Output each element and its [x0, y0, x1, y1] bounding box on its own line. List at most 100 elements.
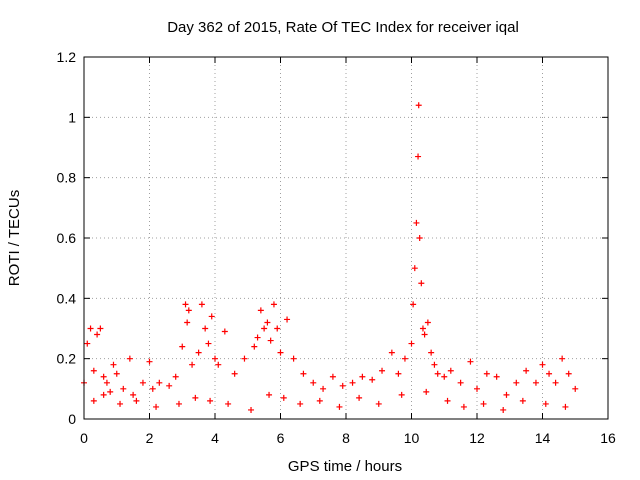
data-point	[113, 370, 120, 377]
data-point	[117, 400, 124, 407]
data-point	[411, 265, 418, 272]
data-point	[261, 325, 268, 332]
y-tick-label: 0.6	[57, 230, 77, 246]
data-point	[467, 358, 474, 365]
data-point	[375, 400, 382, 407]
data-point	[431, 361, 438, 368]
data-point	[423, 388, 430, 395]
data-point	[413, 219, 420, 226]
data-point	[103, 379, 110, 386]
data-point	[195, 349, 202, 356]
data-point	[192, 394, 199, 401]
x-tick-label: 6	[277, 430, 285, 446]
data-point	[559, 355, 566, 362]
data-point	[110, 361, 117, 368]
data-point	[270, 301, 277, 308]
data-point	[221, 328, 228, 335]
data-point	[241, 355, 248, 362]
data-point	[130, 391, 137, 398]
data-point	[254, 334, 261, 341]
x-tick-labels: 0 2 4 6 8 10 12 14 16	[80, 430, 616, 446]
data-point	[248, 406, 255, 413]
x-tick-label: 16	[600, 430, 616, 446]
data-point	[379, 367, 386, 374]
data-point	[336, 403, 343, 410]
data-point	[395, 370, 402, 377]
data-point	[428, 349, 435, 356]
data-point	[447, 367, 454, 374]
data-point	[552, 379, 559, 386]
data-point	[290, 355, 297, 362]
data-point	[416, 235, 423, 241]
data-point	[94, 331, 101, 338]
data-point	[419, 325, 426, 332]
data-point	[280, 394, 287, 401]
data-point	[156, 379, 163, 386]
data-point	[310, 379, 317, 386]
data-point	[523, 367, 530, 374]
data-point	[519, 397, 526, 404]
data-point	[120, 385, 127, 392]
x-tick-label: 14	[535, 430, 551, 446]
data-point	[500, 406, 507, 413]
data-point	[539, 361, 546, 368]
data-point	[493, 373, 500, 380]
data-point	[410, 301, 417, 308]
data-point	[418, 280, 425, 287]
data-point	[175, 400, 182, 407]
data-point	[231, 370, 238, 377]
data-point	[300, 370, 307, 377]
data-point	[421, 331, 428, 338]
data-point	[184, 319, 191, 326]
data-point	[146, 358, 153, 365]
chart-title: Day 362 of 2015, Rate Of TEC Index for r…	[167, 19, 519, 36]
data-point	[316, 397, 323, 404]
data-point	[182, 301, 189, 308]
data-point	[532, 379, 539, 386]
data-point	[369, 376, 376, 383]
axis-ticks	[83, 56, 609, 420]
y-tick-label: 0	[68, 411, 76, 427]
data-point	[415, 153, 422, 160]
x-tick-label: 12	[469, 430, 485, 446]
data-point	[297, 400, 304, 407]
data-point	[503, 391, 510, 398]
data-point	[398, 391, 405, 398]
data-point	[267, 337, 274, 344]
y-tick-label: 0.2	[57, 351, 77, 367]
data-point	[284, 316, 291, 323]
x-tick-label: 10	[404, 430, 420, 446]
y-tick-label: 1.2	[57, 49, 77, 65]
data-point	[572, 385, 579, 392]
data-point	[513, 379, 520, 386]
data-point	[424, 319, 431, 326]
data-point	[107, 388, 114, 395]
data-point	[153, 403, 160, 410]
data-point	[274, 325, 281, 332]
data-point	[474, 385, 480, 392]
data-point	[480, 400, 487, 407]
data-point	[185, 307, 192, 314]
data-point	[126, 355, 133, 362]
data-points	[81, 102, 579, 413]
data-point	[257, 307, 264, 314]
data-point	[172, 373, 179, 380]
data-point	[212, 355, 218, 362]
data-point	[339, 382, 346, 389]
data-point	[441, 373, 448, 380]
data-point	[208, 313, 215, 320]
x-axis-title: GPS time / hours	[288, 458, 402, 475]
data-point	[87, 325, 94, 332]
y-tick-labels: 0 0.2 0.4 0.6 0.8 1 1.2	[57, 49, 77, 427]
data-point	[84, 340, 91, 347]
y-tick-label: 0.4	[57, 290, 77, 306]
data-point	[401, 355, 408, 362]
data-point	[205, 340, 212, 347]
data-point	[207, 397, 214, 404]
data-point	[90, 397, 97, 404]
data-point	[189, 361, 196, 368]
data-point	[90, 367, 97, 374]
data-point	[434, 370, 441, 377]
x-tick-label: 2	[146, 430, 154, 446]
data-point	[562, 403, 569, 410]
